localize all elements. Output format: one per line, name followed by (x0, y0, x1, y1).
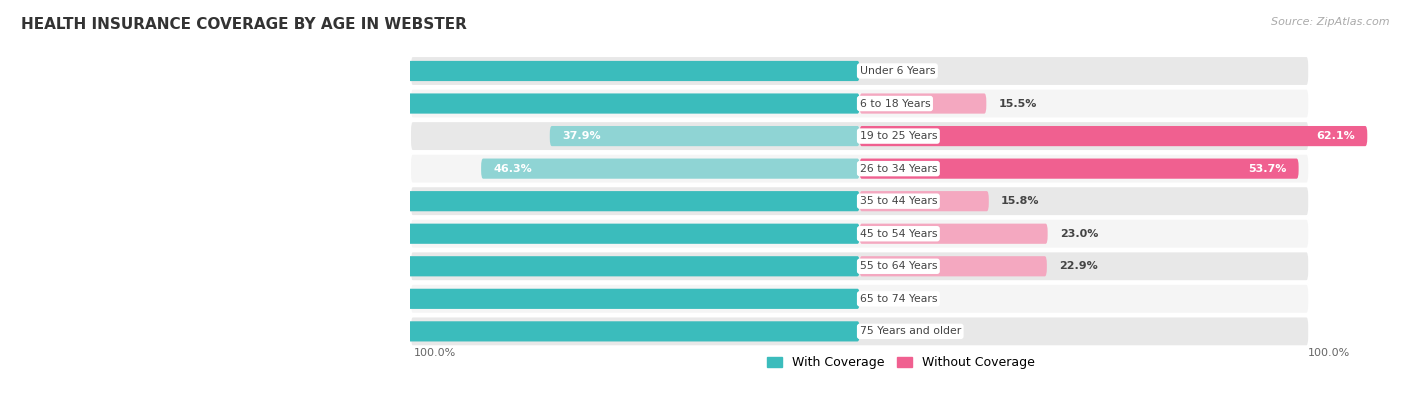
FancyBboxPatch shape (411, 251, 1309, 281)
Text: Under 6 Years: Under 6 Years (859, 66, 935, 76)
Text: 100.0%: 100.0% (415, 347, 457, 358)
FancyBboxPatch shape (859, 126, 1367, 146)
Text: 19 to 25 Years: 19 to 25 Years (859, 131, 938, 141)
FancyBboxPatch shape (411, 121, 1309, 151)
Text: 65 to 74 Years: 65 to 74 Years (859, 294, 938, 304)
FancyBboxPatch shape (411, 88, 1309, 119)
Text: 15.8%: 15.8% (1001, 196, 1039, 206)
Text: 100.0%: 100.0% (55, 294, 100, 304)
FancyBboxPatch shape (411, 219, 1309, 249)
Text: HEALTH INSURANCE COVERAGE BY AGE IN WEBSTER: HEALTH INSURANCE COVERAGE BY AGE IN WEBS… (21, 17, 467, 32)
Text: 75 Years and older: 75 Years and older (859, 326, 960, 337)
Text: 45 to 54 Years: 45 to 54 Years (859, 229, 938, 239)
FancyBboxPatch shape (859, 93, 987, 114)
Text: 100.0%: 100.0% (1308, 347, 1350, 358)
FancyBboxPatch shape (859, 256, 1047, 276)
Text: 35 to 44 Years: 35 to 44 Years (859, 196, 938, 206)
Text: 100.0%: 100.0% (55, 66, 100, 76)
Text: 22.9%: 22.9% (1059, 261, 1098, 271)
Text: 62.1%: 62.1% (1316, 131, 1355, 141)
FancyBboxPatch shape (859, 224, 1047, 244)
FancyBboxPatch shape (169, 93, 859, 114)
FancyBboxPatch shape (411, 316, 1309, 347)
Text: 46.3%: 46.3% (494, 164, 531, 173)
FancyBboxPatch shape (550, 126, 859, 146)
FancyBboxPatch shape (411, 284, 1309, 314)
Text: 77.0%: 77.0% (242, 229, 281, 239)
FancyBboxPatch shape (859, 191, 988, 211)
FancyBboxPatch shape (231, 224, 859, 244)
FancyBboxPatch shape (859, 159, 1299, 179)
FancyBboxPatch shape (42, 289, 859, 309)
FancyBboxPatch shape (411, 154, 1309, 183)
FancyBboxPatch shape (411, 186, 1309, 216)
Text: 26 to 34 Years: 26 to 34 Years (859, 164, 938, 173)
Text: 23.0%: 23.0% (1060, 229, 1098, 239)
Text: 37.9%: 37.9% (562, 131, 600, 141)
Text: Source: ZipAtlas.com: Source: ZipAtlas.com (1271, 17, 1389, 27)
Text: 84.5%: 84.5% (181, 98, 219, 109)
Legend: With Coverage, Without Coverage: With Coverage, Without Coverage (762, 351, 1039, 374)
FancyBboxPatch shape (42, 61, 859, 81)
FancyBboxPatch shape (229, 256, 859, 276)
FancyBboxPatch shape (481, 159, 859, 179)
Text: 53.7%: 53.7% (1249, 164, 1286, 173)
FancyBboxPatch shape (42, 321, 859, 342)
Text: 55 to 64 Years: 55 to 64 Years (859, 261, 938, 271)
Text: 84.2%: 84.2% (184, 196, 222, 206)
FancyBboxPatch shape (172, 191, 859, 211)
Text: 15.5%: 15.5% (998, 98, 1038, 109)
FancyBboxPatch shape (411, 56, 1309, 86)
Text: 77.1%: 77.1% (242, 261, 280, 271)
Text: 100.0%: 100.0% (55, 326, 100, 337)
Text: 6 to 18 Years: 6 to 18 Years (859, 98, 931, 109)
